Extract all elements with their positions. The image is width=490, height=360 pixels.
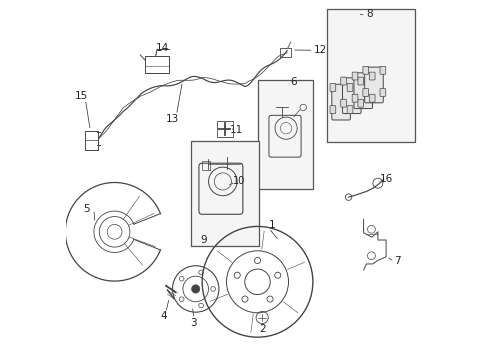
FancyBboxPatch shape [330,106,336,113]
FancyBboxPatch shape [330,84,336,91]
Text: 5: 5 [83,204,90,214]
Bar [85,131,98,150]
FancyBboxPatch shape [347,84,353,91]
FancyBboxPatch shape [380,89,386,96]
Circle shape [192,285,200,293]
FancyBboxPatch shape [358,77,364,85]
FancyBboxPatch shape [354,73,372,109]
FancyBboxPatch shape [380,66,386,74]
Text: 15: 15 [74,91,88,101]
Bar [258,80,313,189]
FancyBboxPatch shape [341,99,346,107]
FancyBboxPatch shape [341,77,346,85]
Text: 4: 4 [160,311,167,321]
Text: 2: 2 [259,324,266,334]
Text: 13: 13 [166,114,179,124]
Bar [192,141,259,246]
Text: 16: 16 [380,174,393,184]
Text: 11: 11 [230,125,244,135]
Bar [217,121,233,137]
Bar [145,56,169,73]
Text: 9: 9 [200,235,207,245]
FancyBboxPatch shape [365,67,383,103]
FancyBboxPatch shape [343,78,361,113]
Text: 6: 6 [291,77,297,87]
FancyBboxPatch shape [369,72,375,80]
Text: 8: 8 [366,9,372,19]
FancyBboxPatch shape [363,89,368,96]
Bar [327,9,415,143]
Text: 1: 1 [269,220,275,230]
FancyBboxPatch shape [358,99,364,107]
FancyBboxPatch shape [332,84,350,120]
FancyBboxPatch shape [352,72,358,80]
FancyBboxPatch shape [369,94,375,102]
FancyBboxPatch shape [352,94,358,102]
Text: 12: 12 [314,45,327,55]
Text: 3: 3 [190,318,196,328]
Text: 10: 10 [233,176,245,186]
Bar [280,48,292,57]
Bar [202,161,210,170]
FancyBboxPatch shape [363,66,368,74]
Text: 7: 7 [394,256,401,266]
FancyBboxPatch shape [347,106,353,113]
Text: 14: 14 [155,43,169,53]
